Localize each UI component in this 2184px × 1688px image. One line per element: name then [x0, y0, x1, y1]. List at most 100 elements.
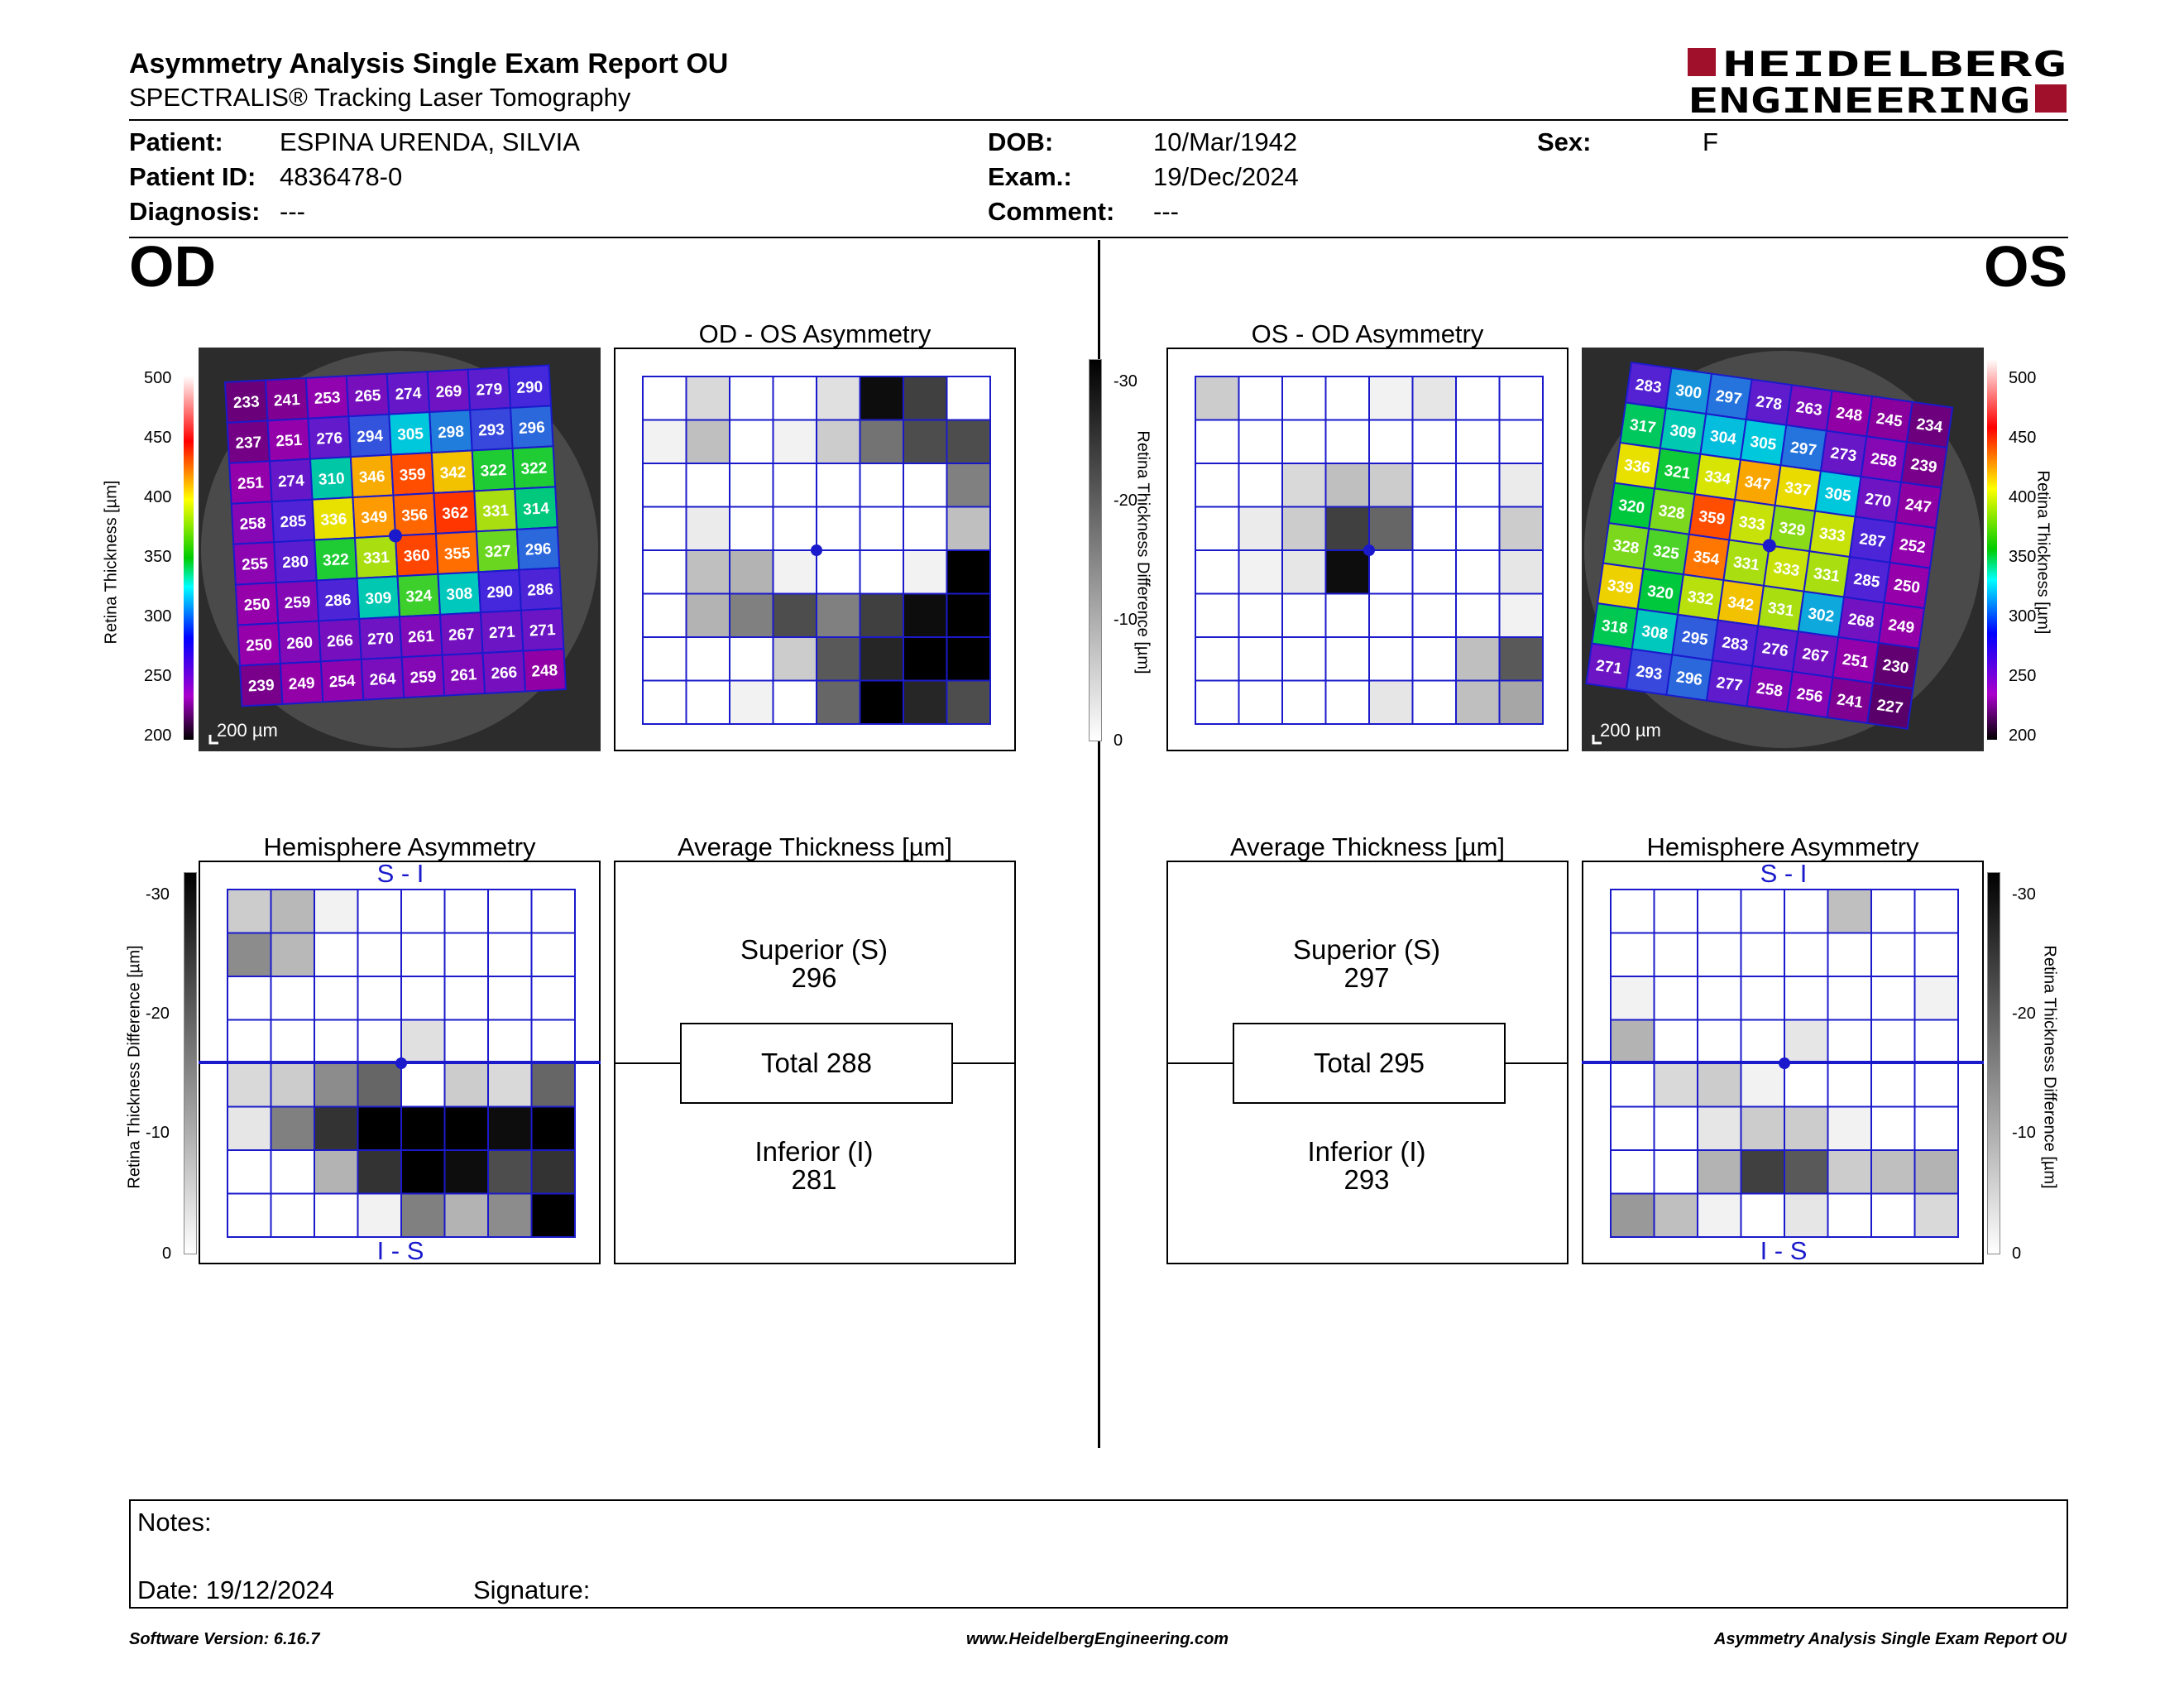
- od-thickness-value: 286: [527, 581, 554, 600]
- os-asym-cell: [1238, 549, 1283, 595]
- od-thickness-value: 254: [328, 673, 356, 692]
- od-thickness-value: 322: [480, 462, 507, 481]
- tick: 450: [2009, 429, 2037, 447]
- tick: 500: [2009, 369, 2037, 387]
- os-asym-cell: [1455, 679, 1501, 725]
- od-thickness-value: 233: [232, 393, 260, 412]
- od-hemi-cell: [314, 1105, 359, 1151]
- od-superior-label: Superior (S): [740, 934, 888, 965]
- od-thickness-value: 293: [478, 421, 505, 440]
- os-asym-cell: [1281, 549, 1327, 595]
- os-asym-cell: [1455, 592, 1501, 638]
- od-asym-cell: [903, 419, 948, 464]
- od-thickness-map: 233 241 253 265 274 269 279 290 237 251 276 294 305 2…: [199, 348, 601, 751]
- os-hemi-cell: [1913, 932, 1959, 977]
- od-hemi-cell: [357, 1019, 402, 1064]
- logo-line2: ENGINEERING: [1688, 80, 2030, 116]
- os-asym-cell: [1455, 463, 1501, 508]
- od-hemi-cell: [530, 1019, 576, 1064]
- od-asym-cell: [729, 376, 774, 421]
- os-hemi-cell: [1610, 1149, 1655, 1195]
- os-asym-cell: [1455, 419, 1501, 464]
- os-hemi-cell: [1827, 932, 1872, 977]
- os-hemi-cell: [1827, 889, 1872, 934]
- os-scale-bar-label: 200 µm: [1600, 720, 1661, 741]
- os-hemi-cell: [1653, 1149, 1698, 1195]
- od-diff-colorbar: [184, 872, 197, 1254]
- os-diff-colorbar: [1987, 872, 2000, 1254]
- od-asym-cell: [816, 592, 861, 638]
- notes-box[interactable]: Notes: Date: 19/12/2024 Signature:: [129, 1499, 2068, 1609]
- od-hemi-cell: [270, 976, 315, 1021]
- od-asym-cell: [685, 549, 730, 595]
- os-thickness-value: 331: [1813, 565, 1842, 586]
- od-thickness-value: 259: [284, 593, 311, 612]
- os-asym-cell: [1368, 679, 1414, 725]
- tick: -10: [2012, 1124, 2036, 1142]
- od-asym-cell: [772, 592, 817, 638]
- website-link[interactable]: www.HeidelbergEngineering.com: [966, 1630, 1229, 1648]
- os-thickness-colorbar: [1987, 359, 1997, 740]
- os-asym-cell: [1324, 463, 1370, 508]
- od-hemi-cell: [357, 1105, 402, 1151]
- tick: 300: [144, 607, 172, 626]
- os-asym-panel: [1166, 348, 1569, 751]
- os-thickness-value: 331: [1766, 599, 1795, 620]
- od-thickness-colorbar: [184, 376, 194, 740]
- od-asym-cell: [859, 419, 904, 464]
- patient-name: ESPINA URENDA, SILVIA: [280, 127, 580, 156]
- os-thickness-value: 271: [1595, 657, 1624, 678]
- os-hemi-cell: [1870, 1192, 1916, 1238]
- os-hemi-cell: [1870, 976, 1916, 1021]
- od-thickness-value: 322: [520, 459, 548, 478]
- od-hemi-cell: [400, 976, 446, 1021]
- od-hemi-cell: [530, 1062, 576, 1108]
- os-thickness-value: 318: [1601, 617, 1629, 638]
- od-thickness-value: 266: [327, 632, 354, 651]
- od-asym-cell: [946, 679, 991, 725]
- od-thickness-value: 298: [438, 423, 465, 442]
- os-asym-grid: [1195, 376, 1544, 725]
- od-total-box: Total 288: [680, 1023, 953, 1104]
- od-hemi-cell: [400, 1192, 446, 1238]
- od-hemi-cell: [227, 1019, 272, 1064]
- os-thickness-value: 278: [1755, 393, 1783, 414]
- od-thickness-value: 322: [323, 551, 350, 570]
- os-thickness-value: 354: [1692, 548, 1721, 568]
- od-superior-value: 296: [791, 962, 837, 993]
- od-hemi-cell: [227, 932, 272, 977]
- od-asym-cell: [903, 679, 948, 725]
- od-thickness-value: 267: [448, 626, 475, 645]
- os-hemi-cell: [1784, 1062, 1829, 1108]
- os-asym-cell: [1411, 549, 1457, 595]
- od-avg-panel: Superior (S) 296 Total 288 Inferior (I) …: [614, 861, 1016, 1264]
- od-hemi-cell: [487, 889, 533, 934]
- od-hemi-cell: [227, 1149, 272, 1195]
- os-asym-cell: [1498, 463, 1544, 508]
- os-thickness-value: 263: [1795, 399, 1823, 420]
- os-superior-label: Superior (S): [1293, 934, 1440, 965]
- os-hemi-cell: [1827, 1149, 1872, 1195]
- od-hemi-cell: [314, 1062, 359, 1108]
- os-hemi-title: Hemisphere Asymmetry: [1646, 832, 1919, 861]
- os-asym-cell: [1281, 376, 1327, 421]
- od-thickness-value: 308: [446, 585, 473, 604]
- os-thickness-value: 283: [1634, 376, 1662, 397]
- od-hemi-cell: [227, 889, 272, 934]
- os-asym-cell: [1195, 506, 1240, 551]
- comment-value: ---: [1153, 197, 1179, 226]
- od-thickness-value: 327: [484, 543, 511, 562]
- od-thickness-value: 294: [357, 428, 384, 447]
- od-asym-cell: [729, 549, 774, 595]
- od-asym-cell: [903, 463, 948, 508]
- os-asym-cell: [1195, 549, 1240, 595]
- os-thickness-value: 317: [1629, 416, 1657, 437]
- od-asym-cell: [816, 636, 861, 682]
- od-asym-cell: [859, 506, 904, 551]
- od-hemi-cell: [530, 976, 576, 1021]
- os-thickness-value: 328: [1612, 537, 1640, 558]
- exam-label: Exam.:: [988, 162, 1072, 191]
- tick: 0: [1114, 731, 1123, 750]
- os-thickness-value: 268: [1847, 611, 1875, 631]
- od-hemi-cell: [487, 1105, 533, 1151]
